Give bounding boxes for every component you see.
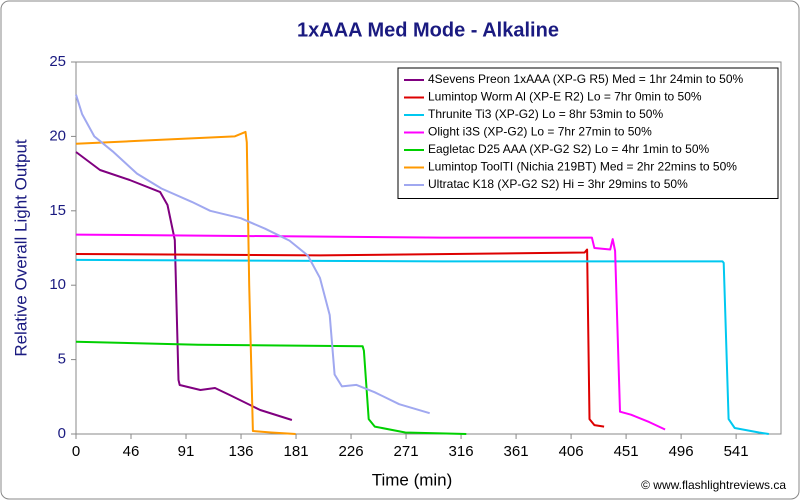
y-axis-label: Relative Overall Light Output	[11, 139, 30, 357]
series-line	[75, 340, 467, 435]
x-tick-label: 181	[284, 443, 309, 460]
y-tick-label: 20	[49, 127, 66, 144]
series-line	[75, 248, 605, 428]
legend-label: Ultratac K18 (XP-G2 S2) Hi = 3hr 29mins …	[428, 177, 688, 191]
y-tick-label: 10	[49, 276, 66, 293]
legend-label: Eagletac D25 AAA (XP-G2 S2) Lo = 4hr 1mi…	[428, 142, 709, 156]
series-line	[75, 258, 769, 435]
legend-label: Thrunite Ti3 (XP-G2) Lo = 8hr 53min to 5…	[428, 107, 663, 121]
x-axis-label: Time (min)	[372, 470, 453, 489]
x-tick-label: 46	[123, 443, 140, 460]
x-tick-label: 496	[669, 443, 694, 460]
legend-box	[397, 67, 779, 199]
y-tick-label: 15	[49, 202, 66, 219]
series-line	[75, 94, 430, 415]
x-tick-label: 451	[614, 443, 639, 460]
legend-label: 4Sevens Preon 1xAAA (XP-G R5) Med = 1hr …	[428, 72, 743, 86]
y-tick-label: 25	[49, 53, 66, 70]
series-line	[75, 233, 666, 431]
series-line	[75, 130, 296, 435]
series-line	[75, 151, 293, 421]
credit: © www.flashlightreviews.ca	[641, 478, 786, 492]
x-tick-label: 361	[504, 443, 529, 460]
x-tick-label: 226	[339, 443, 364, 460]
x-tick-label: 406	[559, 443, 584, 460]
legend-label: Lumintop Worm Al (XP-E R2) Lo = 7hr 0min…	[428, 90, 702, 104]
x-tick-label: 541	[724, 443, 749, 460]
legend-label: Olight i3S (XP-G2) Lo = 7hr 27min to 50%	[428, 125, 652, 139]
legend-label: Lumintop ToolTI (Nichia 219BT) Med = 2hr…	[428, 160, 737, 174]
x-tick-label: 271	[394, 443, 419, 460]
x-tick-label: 136	[229, 443, 254, 460]
y-tick-label: 5	[58, 351, 66, 368]
x-tick-label: 0	[72, 443, 80, 460]
x-tick-label: 91	[178, 443, 195, 460]
y-tick-label: 0	[58, 425, 66, 442]
chart-title: 1xAAA Med Mode - Alkaline	[297, 19, 559, 41]
x-tick-label: 316	[449, 443, 474, 460]
